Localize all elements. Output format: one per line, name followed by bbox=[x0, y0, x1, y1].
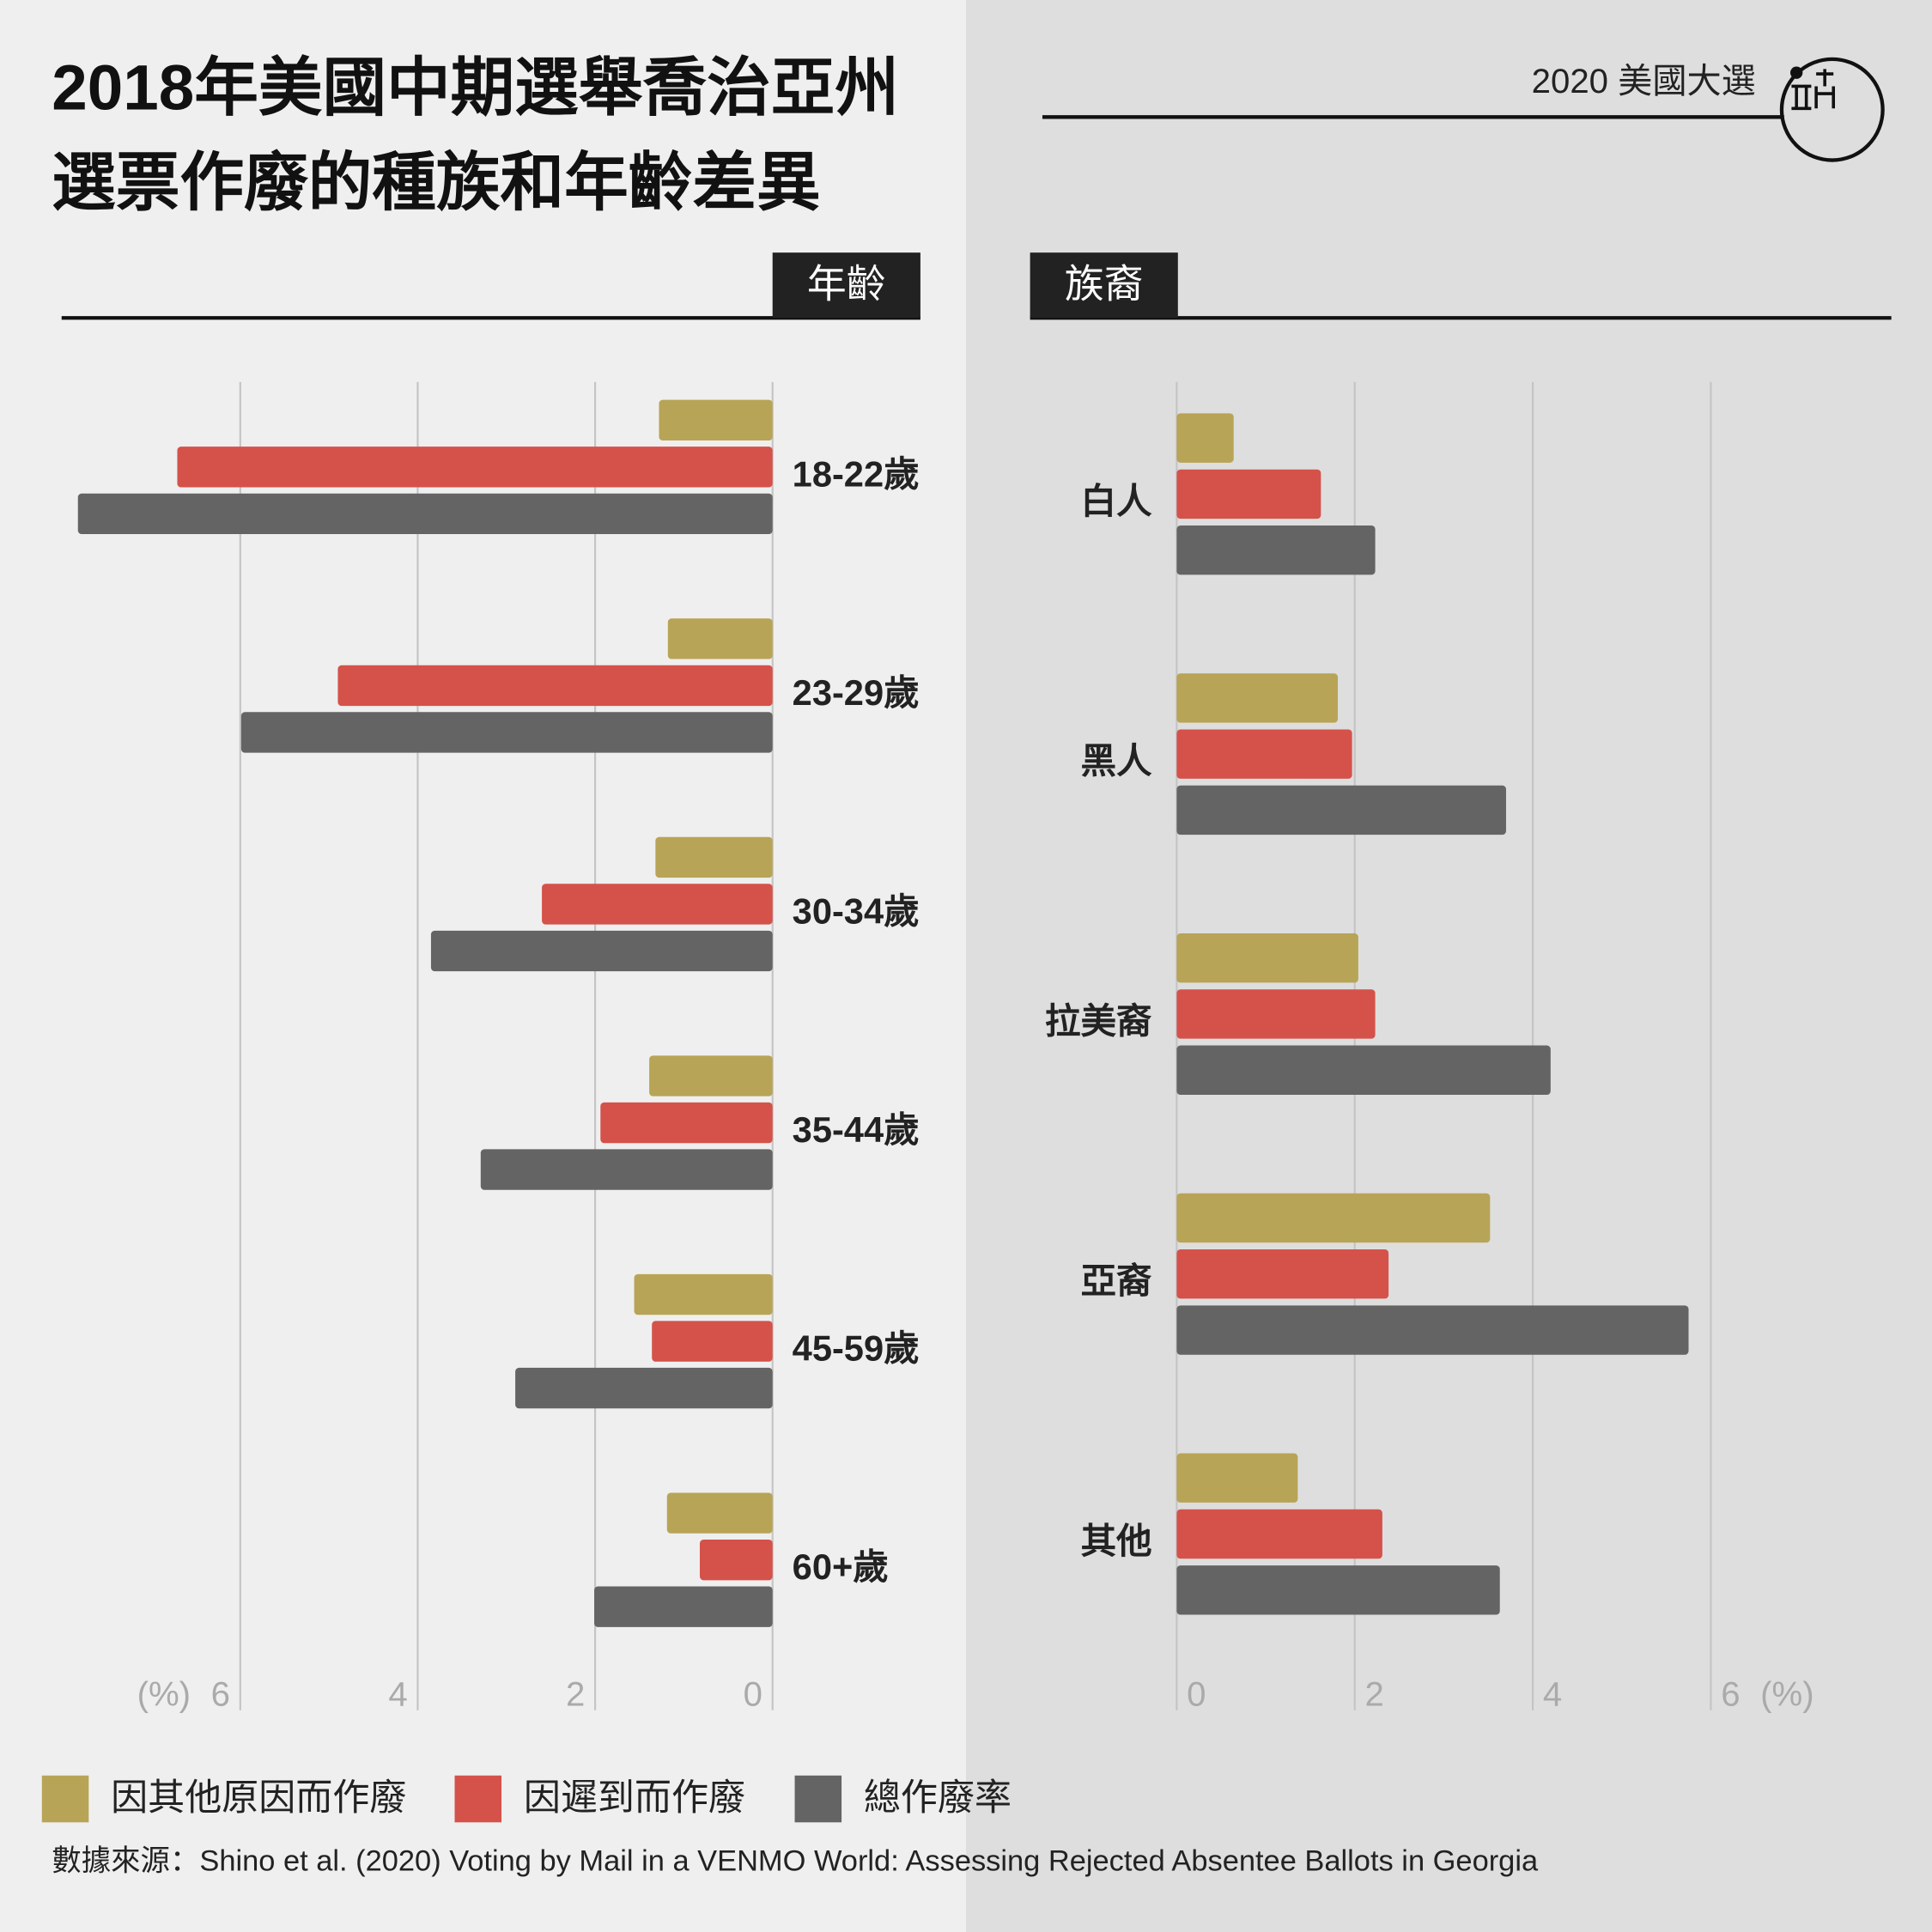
category-label: 黑人 bbox=[1080, 741, 1152, 781]
legend-label: 總作廢率 bbox=[864, 1777, 1012, 1819]
category-label: 其他 bbox=[1080, 1521, 1151, 1561]
title-line: 選票作廢的種族和年齡差異 bbox=[52, 146, 820, 218]
bar bbox=[430, 930, 773, 972]
section-box bbox=[1030, 252, 1178, 319]
logo bbox=[1779, 57, 1885, 162]
bar bbox=[1176, 413, 1234, 463]
bar bbox=[1176, 1305, 1689, 1355]
x-tick-label: 0 bbox=[1187, 1675, 1206, 1714]
legend-label: 因其他原因而作廢 bbox=[111, 1777, 406, 1819]
bar bbox=[634, 1273, 773, 1315]
bar bbox=[699, 1539, 773, 1581]
title-line: 2018年美國中期選舉喬治亞州 bbox=[52, 51, 899, 123]
bar bbox=[659, 399, 773, 440]
category-label: 白人 bbox=[1080, 481, 1152, 521]
bar bbox=[1176, 1453, 1298, 1503]
bar bbox=[1176, 469, 1321, 519]
category-label: 亞裔 bbox=[1080, 1261, 1152, 1301]
bar bbox=[515, 1367, 773, 1409]
legend-swatch bbox=[41, 1775, 89, 1823]
x-tick-label: 4 bbox=[1543, 1675, 1562, 1714]
bar bbox=[77, 493, 773, 535]
category-label: 18-22歲 bbox=[793, 453, 920, 494]
x-tick-label: 4 bbox=[388, 1675, 407, 1714]
bar bbox=[652, 1321, 773, 1362]
x-tick-label: 2 bbox=[566, 1675, 585, 1714]
bar bbox=[1176, 526, 1376, 575]
legend-swatch bbox=[794, 1775, 842, 1823]
axis-unit: (%) bbox=[137, 1675, 191, 1714]
bar bbox=[1176, 785, 1506, 835]
bar bbox=[655, 836, 773, 878]
tag: 2020 美國大選 bbox=[1532, 62, 1756, 100]
bar bbox=[1176, 1193, 1491, 1243]
section-label: 族裔 bbox=[1065, 261, 1144, 306]
bar bbox=[1176, 673, 1339, 723]
axis-unit: (%) bbox=[1760, 1675, 1814, 1714]
category-label: 45-59歲 bbox=[793, 1328, 920, 1369]
bar bbox=[240, 712, 773, 753]
bar bbox=[1176, 989, 1376, 1039]
category-label: 拉美裔 bbox=[1045, 1000, 1152, 1041]
category-label: 23-29歲 bbox=[793, 672, 920, 713]
bar bbox=[1176, 729, 1352, 779]
bar bbox=[480, 1149, 773, 1190]
x-tick-label: 0 bbox=[744, 1675, 762, 1714]
category-label: 30-34歲 bbox=[793, 890, 920, 931]
bar bbox=[594, 1586, 773, 1627]
bar bbox=[1176, 1045, 1551, 1095]
bar bbox=[177, 447, 773, 488]
bar bbox=[667, 618, 773, 659]
x-tick-label: 6 bbox=[1721, 1675, 1740, 1714]
x-tick-label: 6 bbox=[211, 1675, 230, 1714]
x-tick-label: 2 bbox=[1365, 1675, 1384, 1714]
source: 數據來源：Shino et al. (2020) Voting by Mail … bbox=[52, 1845, 1539, 1878]
bar bbox=[600, 1102, 773, 1144]
category-label: 35-44歲 bbox=[793, 1109, 920, 1150]
bar bbox=[337, 665, 773, 707]
bar bbox=[666, 1492, 773, 1534]
bar bbox=[1176, 933, 1358, 983]
section-label: 年齡 bbox=[807, 261, 886, 306]
legend-label: 因遲到而作廢 bbox=[524, 1777, 745, 1819]
section-box bbox=[772, 252, 920, 319]
bar bbox=[542, 884, 773, 925]
legend-swatch bbox=[454, 1775, 502, 1823]
bar bbox=[649, 1055, 773, 1097]
bar bbox=[1176, 1565, 1500, 1615]
category-label: 60+歲 bbox=[793, 1546, 889, 1587]
bar bbox=[1176, 1509, 1382, 1559]
bar bbox=[1176, 1249, 1389, 1299]
